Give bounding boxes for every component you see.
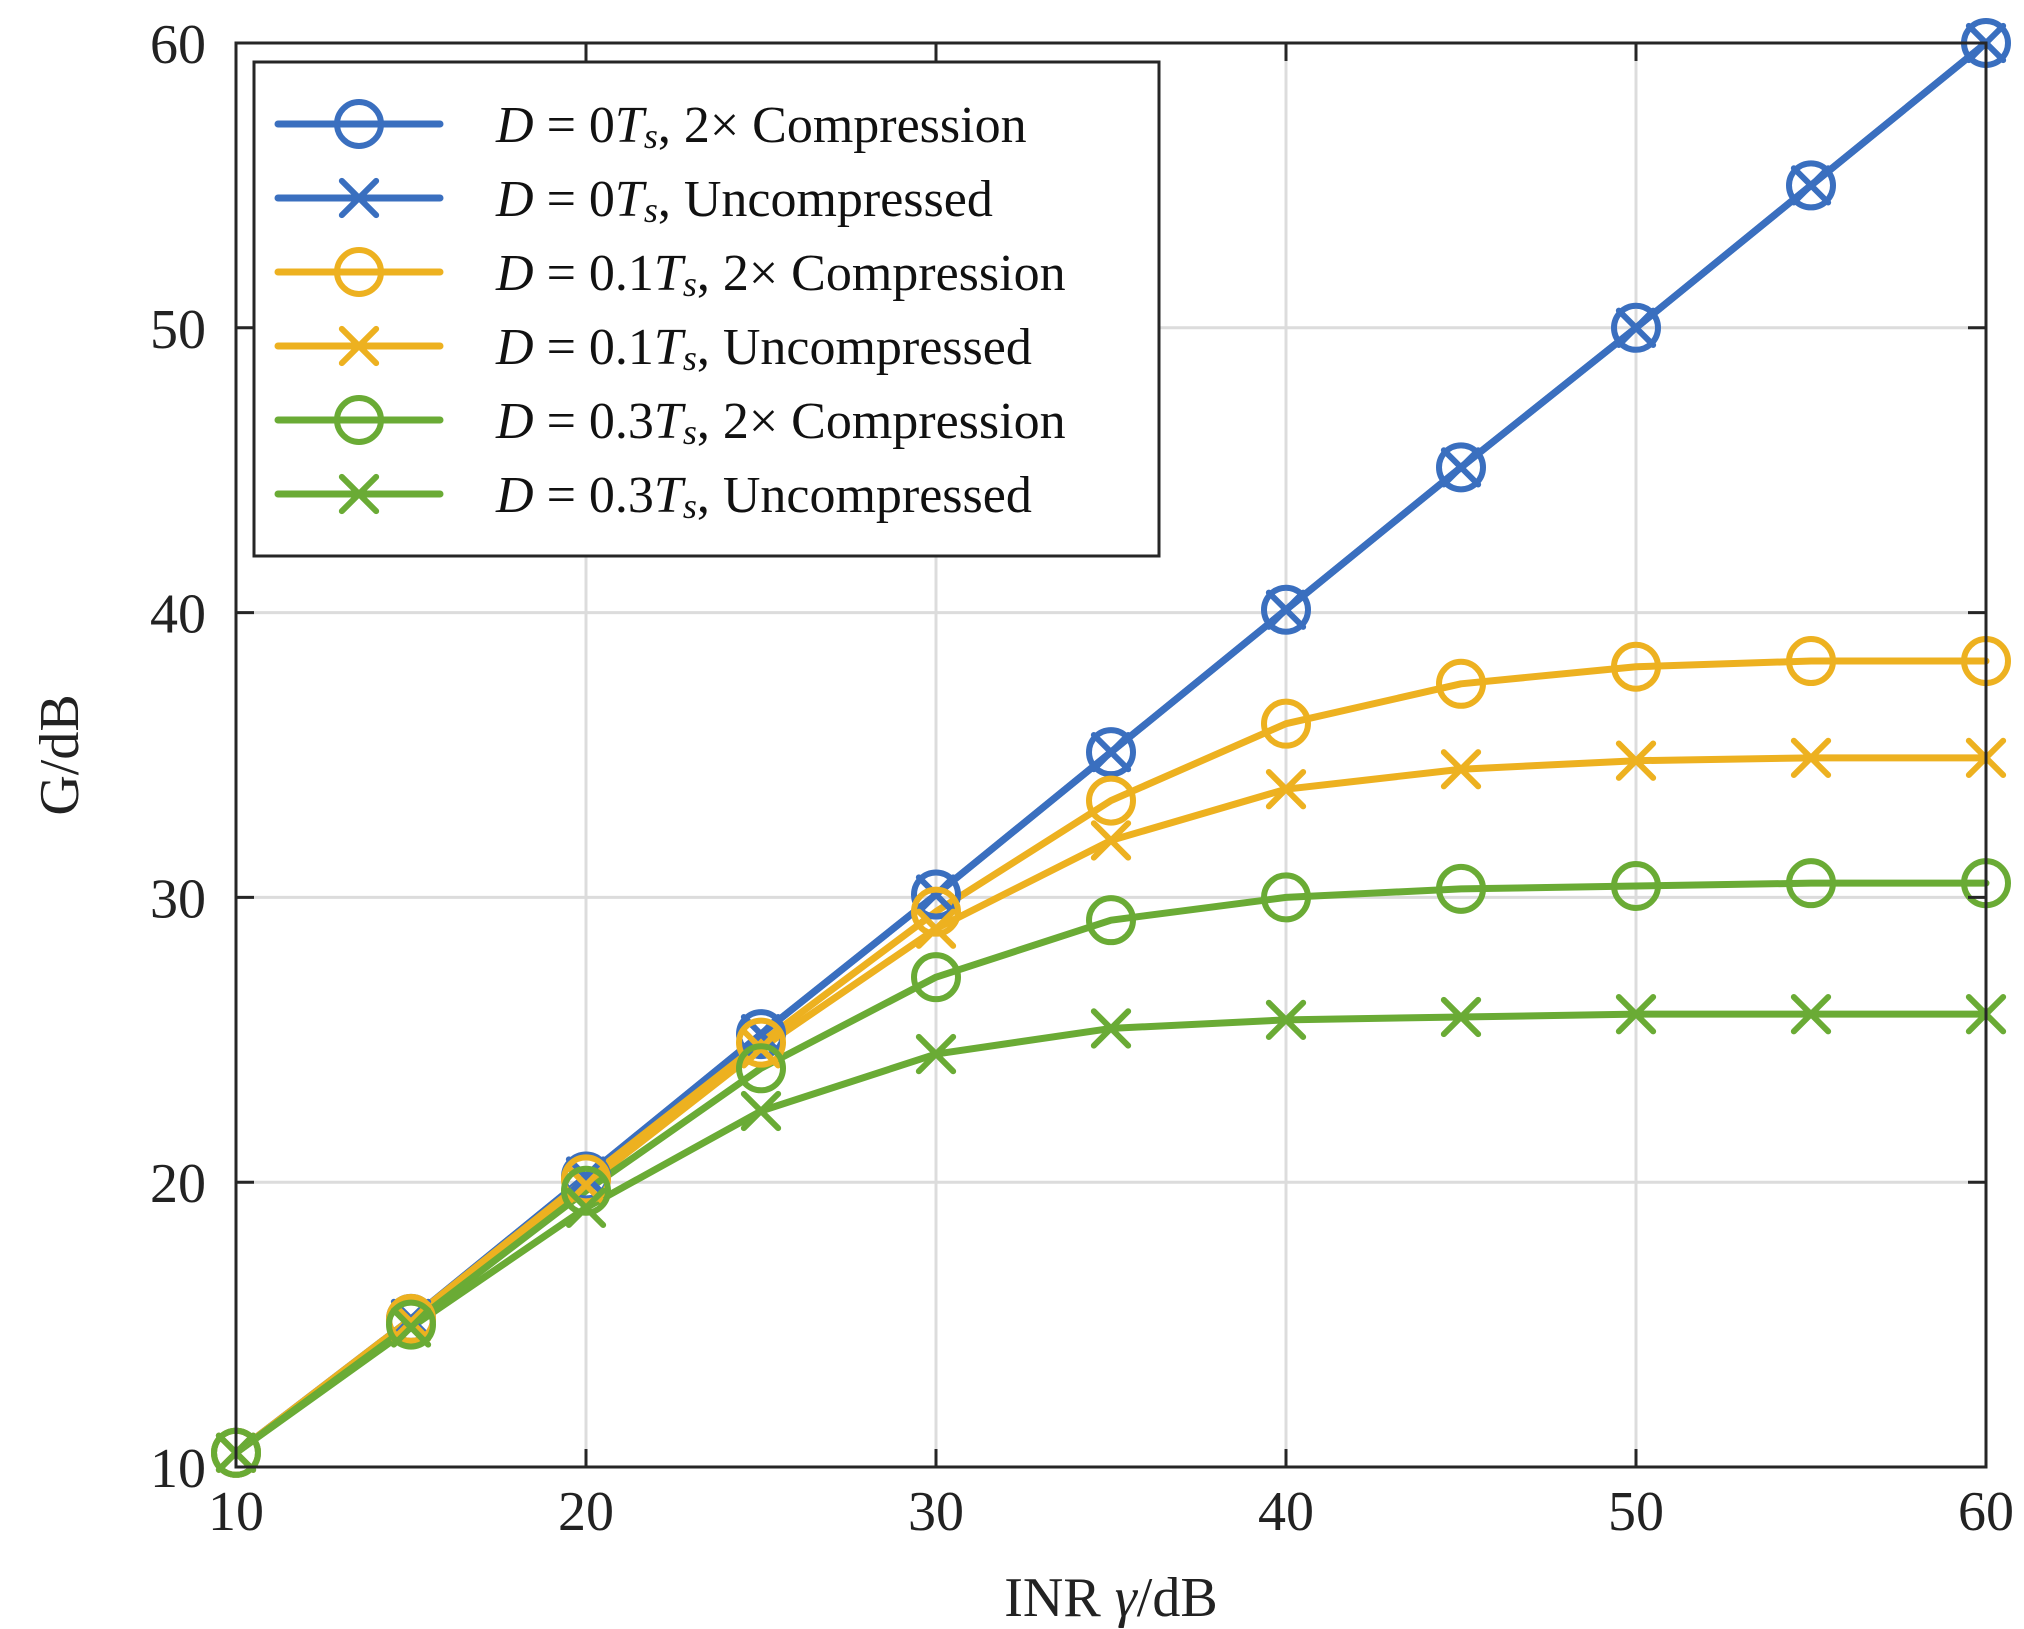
marker-x — [1090, 731, 1132, 773]
legend-entry-6: D = 0.3Ts, Uncompressed — [274, 467, 1032, 526]
marker-circle — [1611, 861, 1661, 912]
marker-x — [338, 473, 380, 515]
axis-tick-labels: 10 20 30 40 50 60 10 20 30 40 50 60 — [150, 14, 2014, 1543]
marker-circle — [736, 1043, 786, 1094]
marker-circle — [1261, 698, 1311, 749]
marker-circle — [334, 395, 384, 445]
marker-x — [1265, 589, 1307, 630]
legend-box — [252, 60, 1161, 558]
legend-entry-5: D = 0.3Ts, 2× Compression — [274, 393, 1066, 452]
marker-x — [1090, 820, 1132, 861]
marker-x — [1615, 994, 1657, 1035]
legend-entry-2: D = 0Ts, Uncompressed — [274, 171, 993, 230]
legend-entry-4: D = 0.1Ts, Uncompressed — [274, 319, 1032, 378]
x-tick-label: 50 — [1608, 1481, 1664, 1543]
marker-x — [565, 1187, 607, 1228]
marker-x — [915, 908, 957, 949]
marker-circle — [561, 1165, 611, 1216]
y-axis-label: G/dB — [29, 694, 91, 815]
marker-circle — [1436, 863, 1486, 914]
marker-circle — [1786, 858, 1836, 909]
legend-entry-1: D = 0Ts, 2× Compression — [274, 97, 1027, 156]
plot-area-frame — [234, 41, 1988, 1469]
series-markers — [211, 18, 2011, 1478]
y-tick-label: 40 — [150, 584, 206, 646]
marker-x — [1615, 740, 1657, 781]
marker-circle — [1611, 302, 1661, 353]
marker-x — [1265, 769, 1307, 810]
marker-x — [1090, 1008, 1132, 1049]
x-tick-label: 30 — [908, 1481, 964, 1543]
marker-circle — [334, 99, 384, 149]
marker-x — [338, 325, 380, 367]
y-tick-label: 50 — [150, 299, 206, 361]
legend-label: D = 0.3Ts, Uncompressed — [495, 467, 1032, 526]
marker-circle — [1611, 641, 1661, 692]
marker-x — [338, 177, 380, 219]
marker-x — [1440, 447, 1482, 488]
x-tick-label: 20 — [558, 1481, 614, 1543]
marker-circle — [386, 1299, 436, 1350]
marker-circle — [1786, 636, 1836, 687]
marker-circle — [334, 247, 384, 297]
legend-label: D = 0.1Ts, Uncompressed — [495, 319, 1032, 378]
marker-x — [1790, 994, 1832, 1035]
marker-x — [915, 874, 957, 915]
legend-label: D = 0Ts, 2× Compression — [495, 97, 1027, 156]
series-line-5 — [232, 879, 1990, 1457]
marker-x — [1440, 749, 1482, 790]
marker-x — [390, 1301, 432, 1342]
marker-circle — [1086, 895, 1136, 946]
x-tick-label: 10 — [208, 1481, 264, 1543]
marker-circle — [911, 952, 961, 1003]
legend-entry-3: D = 0.1Ts, 2× Compression — [274, 245, 1066, 304]
marker-x — [915, 1033, 957, 1075]
marker-circle — [1786, 160, 1836, 211]
legend-label: D = 0.1Ts, 2× Compression — [495, 245, 1066, 304]
legend: D = 0Ts, 2× Compression D = 0Ts, Uncompre… — [252, 60, 1161, 558]
marker-x — [565, 1156, 607, 1197]
marker-x — [390, 1307, 432, 1348]
marker-circle — [911, 886, 961, 937]
marker-x — [740, 1090, 782, 1132]
y-tick-label: 30 — [150, 868, 206, 930]
marker-circle — [736, 1017, 786, 1068]
series-line-3 — [232, 657, 1990, 1457]
marker-circle — [911, 869, 961, 920]
marker-circle — [1436, 658, 1486, 709]
marker-x — [1615, 307, 1657, 348]
marker-circle — [1261, 872, 1311, 923]
marker-x — [1790, 737, 1832, 779]
legend-label: D = 0.3Ts, 2× Compression — [495, 393, 1066, 452]
marker-circle — [1086, 727, 1136, 778]
y-tick-label: 20 — [150, 1153, 206, 1215]
axis-ticks — [234, 41, 1988, 1469]
x-tick-label: 40 — [1258, 1481, 1314, 1543]
marker-x — [1440, 996, 1482, 1038]
marker-circle — [1261, 584, 1311, 635]
y-tick-label: 60 — [150, 14, 206, 76]
marker-x — [1265, 999, 1307, 1041]
legend-label: D = 0Ts, Uncompressed — [495, 171, 993, 230]
x-axis-label: INR γ/dB — [1004, 1567, 1217, 1629]
x-tick-label: 60 — [1958, 1481, 2014, 1543]
marker-circle — [1086, 775, 1136, 826]
y-tick-label: 10 — [150, 1438, 206, 1500]
marker-x — [1790, 165, 1832, 206]
marker-circle — [1436, 442, 1486, 493]
